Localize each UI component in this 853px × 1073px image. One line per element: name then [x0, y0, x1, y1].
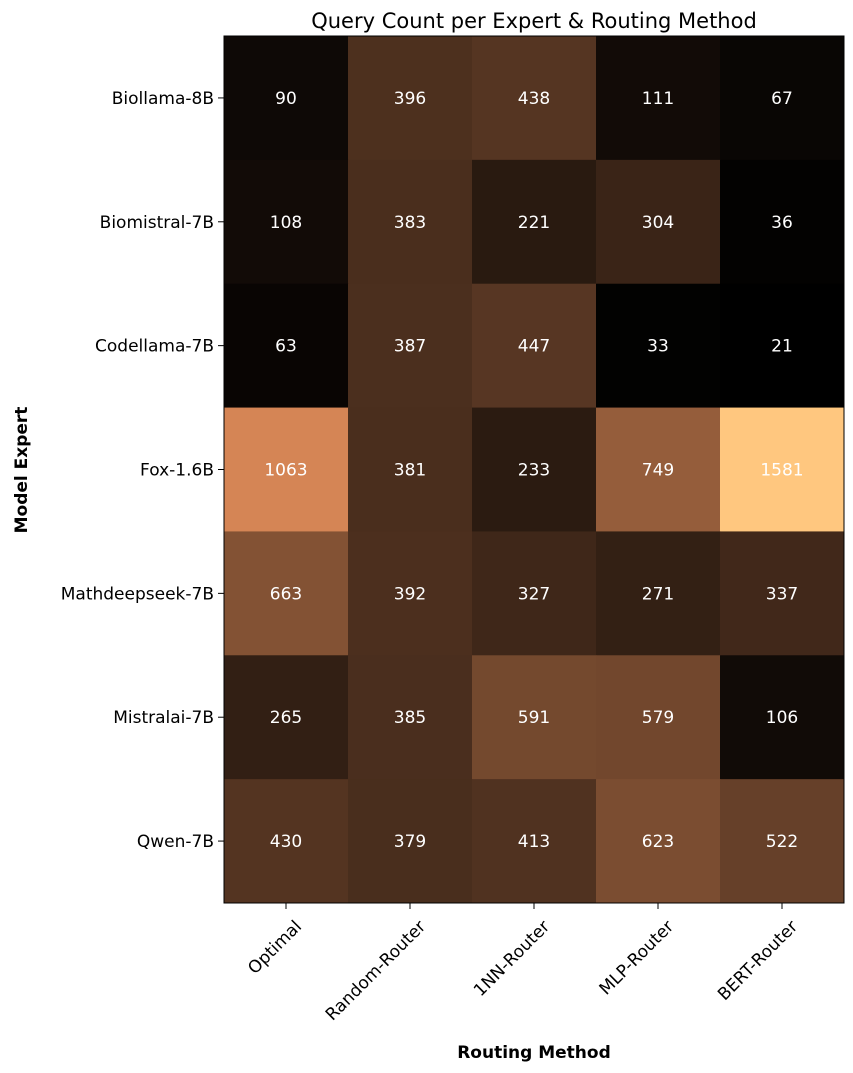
cell-value-label: 36	[771, 213, 793, 233]
cell-biomistral-7b-mlp-router	[596, 159, 721, 285]
cell-value-label: 233	[518, 461, 550, 481]
x-axis-label: Routing Method	[457, 1043, 611, 1063]
cell-value-label: 108	[270, 213, 302, 233]
cell-mathdeepseek-7b-bert-router	[720, 531, 845, 656]
cell-value-label: 381	[394, 461, 426, 481]
cell-value-label: 383	[394, 213, 426, 233]
y-tick-label-mistralai-7b: Mistralai-7B	[113, 708, 214, 728]
cell-biollama-8b-mlp-router	[596, 36, 721, 161]
cell-mathdeepseek-7b-random-router	[348, 531, 473, 656]
cell-qwen-7b-random-router	[348, 779, 473, 904]
y-tick-label-fox-1-6b: Fox-1.6B	[140, 461, 214, 481]
cell-value-label: 430	[270, 832, 302, 852]
cell-value-label: 67	[771, 89, 793, 109]
cell-mistralai-7b-random-router	[348, 655, 473, 780]
cell-value-label: 271	[642, 584, 674, 604]
cell-codellama-7b-1nn-router	[472, 283, 597, 409]
cell-fox-1-6b-1nn-router	[472, 407, 597, 532]
y-tick-label-biollama-8b: Biollama-8B	[112, 89, 214, 109]
chart-title: Query Count per Expert & Routing Method	[311, 9, 757, 33]
x-tick-label-random-router: Random-Router	[322, 917, 430, 1025]
cell-qwen-7b-optimal	[224, 779, 349, 904]
cell-mathdeepseek-7b-mlp-router	[596, 531, 721, 656]
cell-biollama-8b-1nn-router	[472, 36, 597, 161]
cell-mistralai-7b-optimal	[224, 655, 349, 780]
cell-value-label: 327	[518, 584, 550, 604]
cell-mathdeepseek-7b-1nn-router	[472, 531, 597, 656]
cell-value-label: 438	[518, 89, 550, 109]
cell-fox-1-6b-optimal	[224, 407, 349, 532]
y-tick-label-mathdeepseek-7b: Mathdeepseek-7B	[61, 584, 214, 604]
cell-value-label: 396	[394, 89, 426, 109]
cell-mistralai-7b-mlp-router	[596, 655, 721, 780]
cell-value-label: 387	[394, 337, 426, 357]
cell-mistralai-7b-bert-router	[720, 655, 845, 780]
cell-fox-1-6b-mlp-router	[596, 407, 721, 532]
cell-value-label: 111	[642, 89, 674, 109]
cell-biollama-8b-random-router	[348, 36, 473, 161]
cell-value-label: 1581	[760, 461, 803, 481]
cell-biollama-8b-optimal	[224, 36, 349, 161]
cell-value-label: 337	[766, 584, 798, 604]
cell-value-label: 749	[642, 461, 674, 481]
cell-fox-1-6b-bert-router	[720, 407, 845, 532]
x-tick-label-mlp-router: MLP-Router	[596, 917, 678, 999]
cell-value-label: 385	[394, 708, 426, 728]
y-axis-label: Model Expert	[12, 407, 32, 534]
heatmap-cell-labels: 90 396 438 111 67 108 383 221 304 36 63 387 447 33 21 1…	[264, 89, 803, 852]
cell-codellama-7b-bert-router	[720, 283, 845, 409]
cell-value-label: 663	[270, 584, 302, 604]
cell-value-label: 623	[642, 832, 674, 852]
cell-value-label: 591	[518, 708, 550, 728]
cell-value-label: 21	[771, 337, 793, 357]
cell-value-label: 522	[766, 832, 798, 852]
cell-value-label: 1063	[264, 461, 307, 481]
cell-value-label: 106	[766, 708, 798, 728]
cell-value-label: 63	[275, 337, 297, 357]
y-tick-label-codellama-7b: Codellama-7B	[95, 337, 214, 357]
cell-value-label: 265	[270, 708, 302, 728]
heatmap-cells	[224, 36, 845, 904]
cell-mathdeepseek-7b-optimal	[224, 531, 349, 656]
cell-value-label: 221	[518, 213, 550, 233]
cell-codellama-7b-optimal	[224, 283, 349, 409]
x-axis-ticks: Optimal Random-Router 1NN-Router MLP-Router…	[244, 903, 802, 1025]
cell-fox-1-6b-random-router	[348, 407, 473, 532]
cell-biomistral-7b-optimal	[224, 159, 349, 285]
cell-value-label: 447	[518, 337, 550, 357]
cell-qwen-7b-1nn-router	[472, 779, 597, 904]
cell-codellama-7b-mlp-router	[596, 283, 721, 409]
cell-biomistral-7b-random-router	[348, 159, 473, 285]
y-tick-label-qwen-7b: Qwen-7B	[137, 832, 214, 852]
x-tick-label-optimal: Optimal	[244, 917, 306, 979]
cell-qwen-7b-mlp-router	[596, 779, 721, 904]
y-tick-label-biomistral-7b: Biomistral-7B	[100, 213, 214, 233]
cell-value-label: 379	[394, 832, 426, 852]
cell-codellama-7b-random-router	[348, 283, 473, 409]
cell-value-label: 579	[642, 708, 674, 728]
cell-biomistral-7b-1nn-router	[472, 159, 597, 285]
x-tick-label-1nn-router: 1NN-Router	[470, 917, 554, 1001]
cell-value-label: 304	[642, 213, 674, 233]
x-tick-label-bert-router: BERT-Router	[714, 917, 802, 1005]
cell-value-label: 413	[518, 832, 550, 852]
cell-mistralai-7b-1nn-router	[472, 655, 597, 780]
cell-biollama-8b-bert-router	[720, 36, 845, 161]
cell-value-label: 392	[394, 584, 426, 604]
cell-qwen-7b-bert-router	[720, 779, 845, 904]
cell-value-label: 33	[647, 337, 669, 357]
y-axis-ticks: Biollama-8B Biomistral-7B Codellama-7B Fox-…	[61, 89, 224, 852]
cell-value-label: 90	[275, 89, 297, 109]
cell-biomistral-7b-bert-router	[720, 159, 845, 285]
